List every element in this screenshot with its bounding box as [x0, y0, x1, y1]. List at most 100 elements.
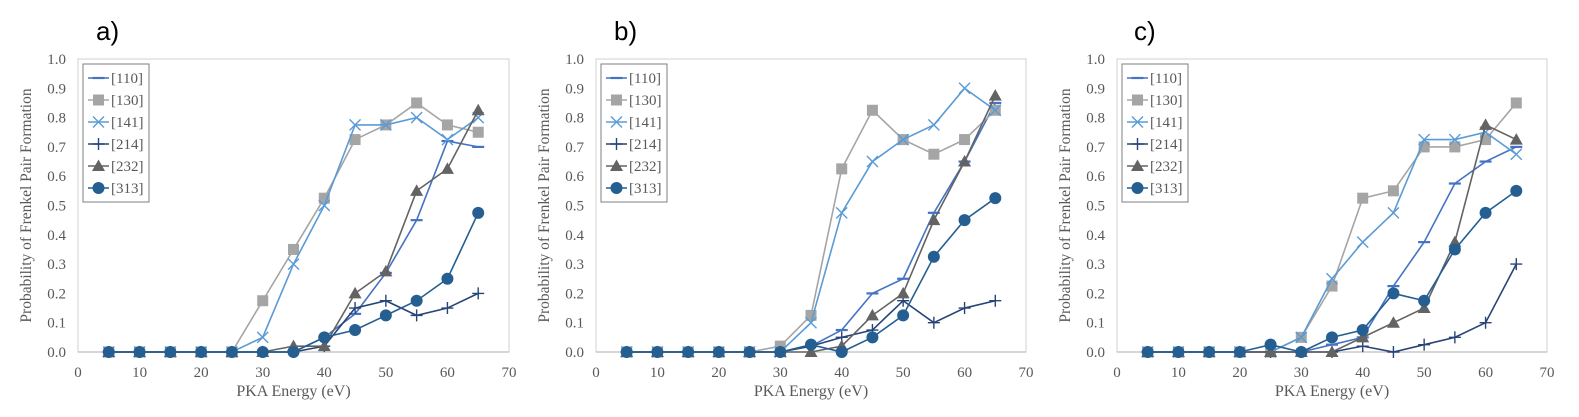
series-313 — [1141, 184, 1523, 358]
legend-label: [232] — [111, 159, 144, 175]
data-point — [318, 192, 330, 204]
data-point — [1387, 185, 1399, 197]
legend-label: [130] — [111, 93, 144, 109]
y-tick-label: 0.6 — [565, 169, 584, 185]
data-point — [804, 345, 818, 357]
legend-label: [232] — [629, 159, 662, 175]
legend-swatch-marker — [93, 94, 104, 106]
data-point — [410, 309, 423, 322]
legend-label: [232] — [1150, 159, 1183, 175]
data-point — [1510, 97, 1522, 109]
legend-swatch-marker — [1131, 116, 1144, 128]
x-tick-label: 50 — [1417, 365, 1432, 381]
x-tick-label: 0 — [74, 365, 82, 381]
data-point — [1510, 148, 1523, 161]
data-point — [1387, 287, 1400, 300]
legend-swatch-marker — [1131, 182, 1144, 194]
data-point — [774, 346, 787, 358]
data-point — [225, 346, 238, 358]
x-tick-label: 50 — [896, 365, 911, 381]
legend-label: [141] — [1150, 115, 1183, 131]
data-point — [927, 250, 940, 263]
data-point — [1479, 316, 1492, 329]
data-point — [195, 346, 208, 358]
y-tick-label: 0.7 — [1086, 140, 1105, 156]
data-point — [1386, 316, 1400, 328]
x-tick-label: 20 — [1232, 365, 1247, 381]
x-tick-label: 60 — [957, 365, 972, 381]
legend-swatch-marker — [611, 94, 622, 106]
data-point — [1233, 346, 1246, 358]
data-point — [927, 316, 940, 329]
data-point — [805, 338, 817, 351]
y-tick-label: 0.0 — [47, 345, 66, 361]
x-tick-label: 10 — [132, 365, 147, 381]
data-point — [318, 331, 331, 344]
data-point — [958, 155, 972, 167]
panel-label: c) — [1134, 16, 1156, 46]
x-tick-label: 70 — [502, 365, 517, 381]
y-axis-title: Probability of Frenkel Pair Formation — [18, 88, 35, 322]
chart-panel-3: c) 0.0 0.1 0.2 0.3 0.4 0.5 0.6 0.7 0.8 0.9 1.0 0 10 20… — [1057, 16, 1555, 400]
series-130 — [103, 97, 484, 358]
y-axis-title: Probability of Frenkel Pair Formation — [1057, 88, 1074, 322]
data-point — [989, 192, 1002, 205]
y-tick-label: 0.9 — [47, 81, 66, 97]
data-point — [472, 126, 484, 138]
legend-label: [313] — [629, 181, 662, 197]
data-point — [805, 316, 817, 329]
data-point — [348, 286, 362, 299]
data-point — [836, 163, 848, 175]
y-tick-label: 0.5 — [1086, 199, 1105, 215]
data-point — [896, 286, 910, 299]
data-point — [1480, 134, 1492, 146]
legend-swatch-marker — [1131, 138, 1144, 150]
data-point — [287, 346, 300, 358]
data-point — [1264, 345, 1278, 357]
data-point — [835, 346, 848, 358]
data-point — [897, 133, 910, 146]
legend-swatch-marker — [610, 182, 623, 194]
data-point — [958, 82, 971, 95]
data-point — [958, 214, 971, 227]
x-tick-label: 70 — [1540, 365, 1555, 381]
data-point — [1326, 331, 1338, 344]
data-point — [1326, 280, 1338, 292]
data-point — [1203, 346, 1216, 358]
data-point — [472, 206, 485, 219]
y-tick-label: 0.7 — [47, 140, 66, 156]
y-tick-label: 0.9 — [565, 81, 584, 97]
data-point — [988, 89, 1002, 101]
data-point — [866, 331, 879, 344]
legend-swatch-marker — [610, 116, 623, 128]
y-tick-label: 0.7 — [565, 140, 584, 156]
x-tick-label: 30 — [773, 365, 788, 381]
series-232 — [102, 103, 485, 357]
data-point — [256, 331, 269, 344]
series-130 — [621, 104, 1001, 358]
y-tick-label: 0.1 — [47, 316, 66, 332]
data-point — [379, 118, 392, 131]
legend-swatch-marker — [92, 182, 105, 194]
chart-panel-2: b) 0.0 0.1 0.2 0.3 0.4 0.5 0.6 0.7 0.8 0.9 1.0 0 10 20… — [536, 16, 1034, 400]
data-point — [712, 346, 725, 358]
y-tick-label: 0.3 — [565, 257, 584, 273]
data-point — [651, 346, 664, 358]
legend-label: [130] — [1150, 93, 1183, 109]
series-141 — [102, 111, 485, 358]
data-point — [1479, 118, 1493, 130]
data-point — [471, 103, 485, 116]
data-point — [620, 346, 633, 358]
panel-label: a) — [96, 16, 119, 46]
y-tick-label: 0.2 — [565, 286, 584, 302]
y-tick-label: 0.0 — [565, 345, 584, 361]
legend-label: [141] — [629, 115, 662, 131]
data-point — [1295, 331, 1308, 344]
data-point — [256, 346, 269, 358]
y-tick-label: 0.6 — [47, 169, 66, 185]
x-tick-label: 40 — [1355, 365, 1370, 381]
y-tick-label: 0.6 — [1086, 169, 1105, 185]
data-point — [164, 346, 177, 358]
data-point — [257, 295, 269, 307]
legend-swatch-marker — [92, 116, 105, 128]
